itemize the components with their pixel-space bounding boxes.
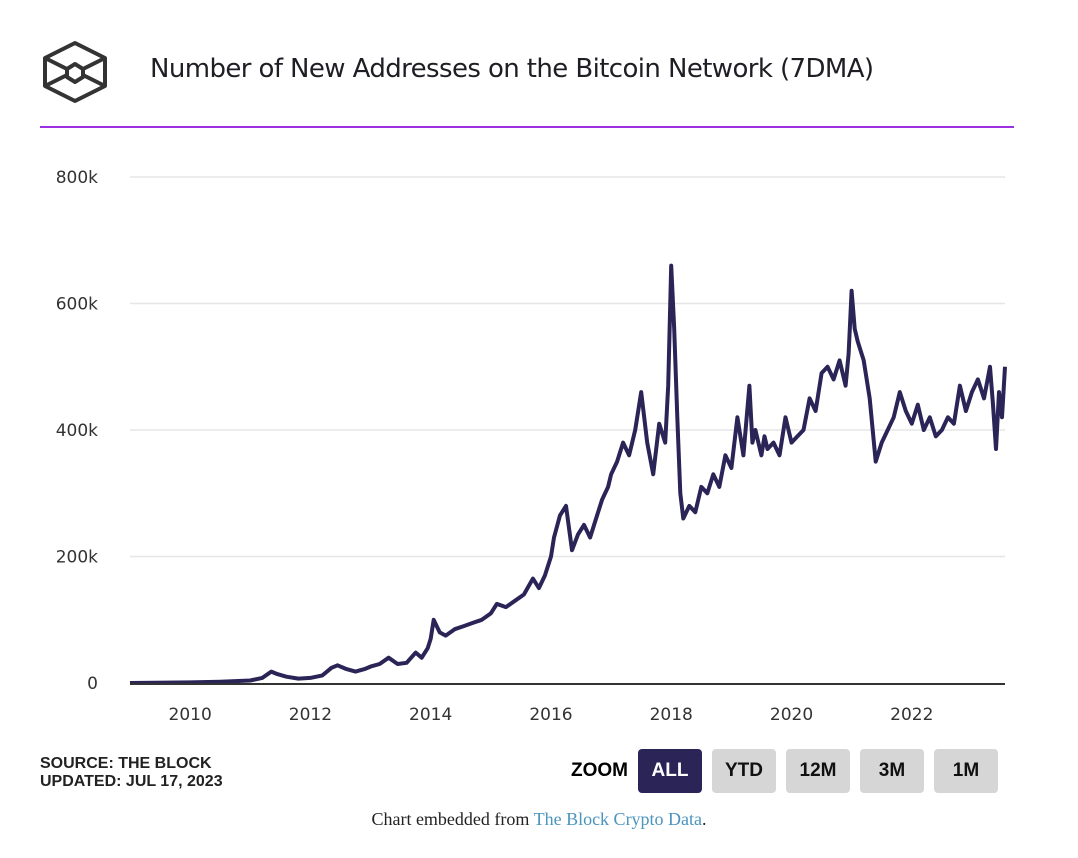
chart-title: Number of New Addresses on the Bitcoin N…: [150, 54, 874, 84]
x-tick-label: 2016: [529, 705, 572, 725]
zoom-controls: ZOOM ALL YTD 12M 3M 1M: [571, 749, 1008, 793]
x-tick-label: 2014: [409, 705, 452, 725]
x-tick-label: 2010: [169, 705, 212, 725]
zoom-1m-button[interactable]: 1M: [934, 749, 998, 793]
y-tick-label: 400k: [56, 421, 98, 441]
zoom-label: ZOOM: [571, 760, 628, 781]
y-tick-label: 600k: [56, 295, 98, 315]
embed-prefix: Chart embedded from: [371, 809, 534, 829]
the-block-logo-icon: [43, 41, 107, 103]
embed-attribution: Chart embedded from The Block Crypto Dat…: [0, 809, 1078, 830]
x-tick-label: 2018: [650, 705, 693, 725]
series-line-new-addresses: [129, 263, 1007, 685]
embed-suffix: .: [702, 809, 707, 829]
updated-label: UPDATED: JUL 17, 2023: [40, 773, 223, 790]
line-chart: 0 200k 400k 600k 800k 2010 2012 2014 2016 2018 20…: [56, 168, 1007, 725]
y-tick-label: 200k: [56, 548, 98, 568]
chart-meta: SOURCE: THE BLOCK UPDATED: JUL 17, 2023: [40, 755, 223, 791]
title-divider: [40, 126, 1014, 128]
zoom-3m-button[interactable]: 3M: [860, 749, 924, 793]
y-tick-label: 800k: [56, 168, 98, 188]
y-tick-label: 0: [87, 674, 98, 694]
zoom-all-button[interactable]: ALL: [638, 749, 702, 793]
the-block-crypto-data-link[interactable]: The Block Crypto Data: [533, 809, 703, 829]
source-label: SOURCE: THE BLOCK: [40, 755, 212, 772]
x-tick-label: 2022: [890, 705, 933, 725]
zoom-12m-button[interactable]: 12M: [786, 749, 850, 793]
x-tick-label: 2020: [770, 705, 813, 725]
zoom-ytd-button[interactable]: YTD: [712, 749, 776, 793]
x-tick-label: 2012: [289, 705, 332, 725]
